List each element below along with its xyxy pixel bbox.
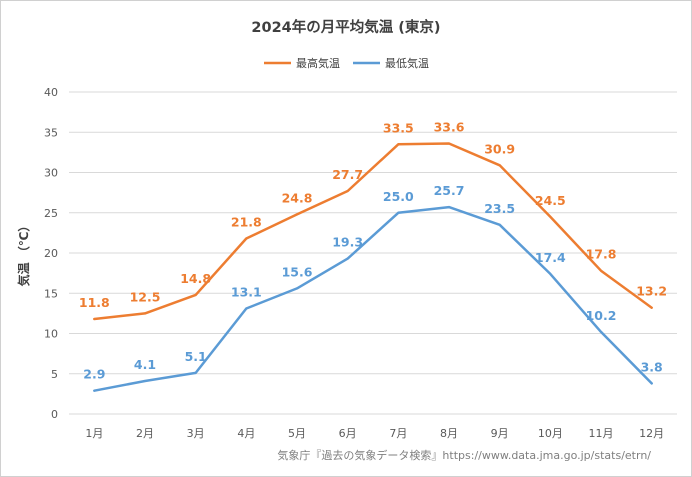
data-label: 33.5 [383,120,414,135]
data-label: 11.8 [79,295,110,310]
legend-label-max: 最高気温 [296,56,340,70]
data-label: 21.8 [231,215,262,230]
data-label: 17.8 [586,247,617,262]
data-label: 24.8 [282,190,313,205]
legend: 最高気温 最低気温 [264,56,429,70]
data-label: 30.9 [484,141,515,156]
x-tick-label: 1月 [85,427,103,440]
x-tick-label: 5月 [288,427,306,440]
x-tick-label: 6月 [339,427,357,440]
data-label: 19.3 [332,235,363,250]
x-tick-label: 2月 [136,427,154,440]
legend-label-min: 最低気温 [385,56,429,70]
gridlines [69,91,677,415]
y-axis-label: 気温 （℃） [16,220,31,287]
y-tick-label: 35 [44,126,58,139]
data-label: 13.2 [636,284,667,299]
data-labels: 11.8 12.5 14.8 21.8 24.8 27.7 33.5 33.6 30.9 24.5… [79,120,667,382]
y-tick-label: 15 [44,287,58,300]
series-line-0 [93,142,653,321]
data-label: 3.8 [641,359,663,374]
data-label: 5.1 [185,349,207,364]
data-label: 13.1 [231,285,262,300]
x-tick-label: 10月 [538,427,563,440]
source-note: 気象庁『過去の気象データ検索』https://www.data.jma.go.j… [277,448,651,462]
x-axis-ticks: 1月 2月 3月 4月 5月 6月 7月 8月 9月 10月 11月 12月 [85,427,664,440]
series-line-1 [93,205,653,392]
y-tick-label: 40 [44,86,58,99]
y-tick-label: 5 [51,368,58,381]
x-tick-label: 8月 [440,427,458,440]
data-label: 15.6 [282,264,313,279]
data-label: 23.5 [484,201,515,216]
data-label: 24.5 [535,193,566,208]
data-label: 17.4 [535,250,566,265]
y-tick-label: 20 [44,247,58,260]
data-label: 14.8 [180,271,211,286]
data-label: 10.2 [586,308,617,323]
data-label: 27.7 [332,167,363,182]
x-tick-label: 9月 [491,427,509,440]
data-label: 2.9 [83,367,105,382]
y-axis-ticks: 0 5 10 15 20 25 30 35 40 [44,86,58,421]
x-tick-label: 3月 [187,427,205,440]
x-tick-label: 7月 [389,427,407,440]
y-tick-label: 10 [44,328,58,341]
data-label: 25.0 [383,189,414,204]
y-tick-label: 0 [51,408,58,421]
x-tick-label: 4月 [237,427,255,440]
x-tick-label: 11月 [589,427,614,440]
data-label: 12.5 [130,289,161,304]
y-tick-label: 25 [44,207,58,220]
chart-title: 2024年の月平均気温 (東京) [251,18,440,36]
data-label: 25.7 [434,183,465,198]
y-tick-label: 30 [44,167,58,180]
series-lines [93,142,653,392]
x-tick-label: 12月 [639,427,664,440]
data-label: 33.6 [434,120,465,135]
data-label: 4.1 [134,357,156,372]
